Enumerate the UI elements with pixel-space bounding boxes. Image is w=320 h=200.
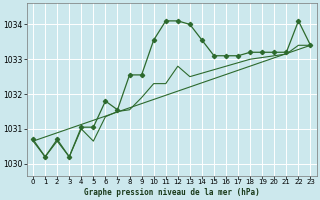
X-axis label: Graphe pression niveau de la mer (hPa): Graphe pression niveau de la mer (hPa)	[84, 188, 260, 197]
